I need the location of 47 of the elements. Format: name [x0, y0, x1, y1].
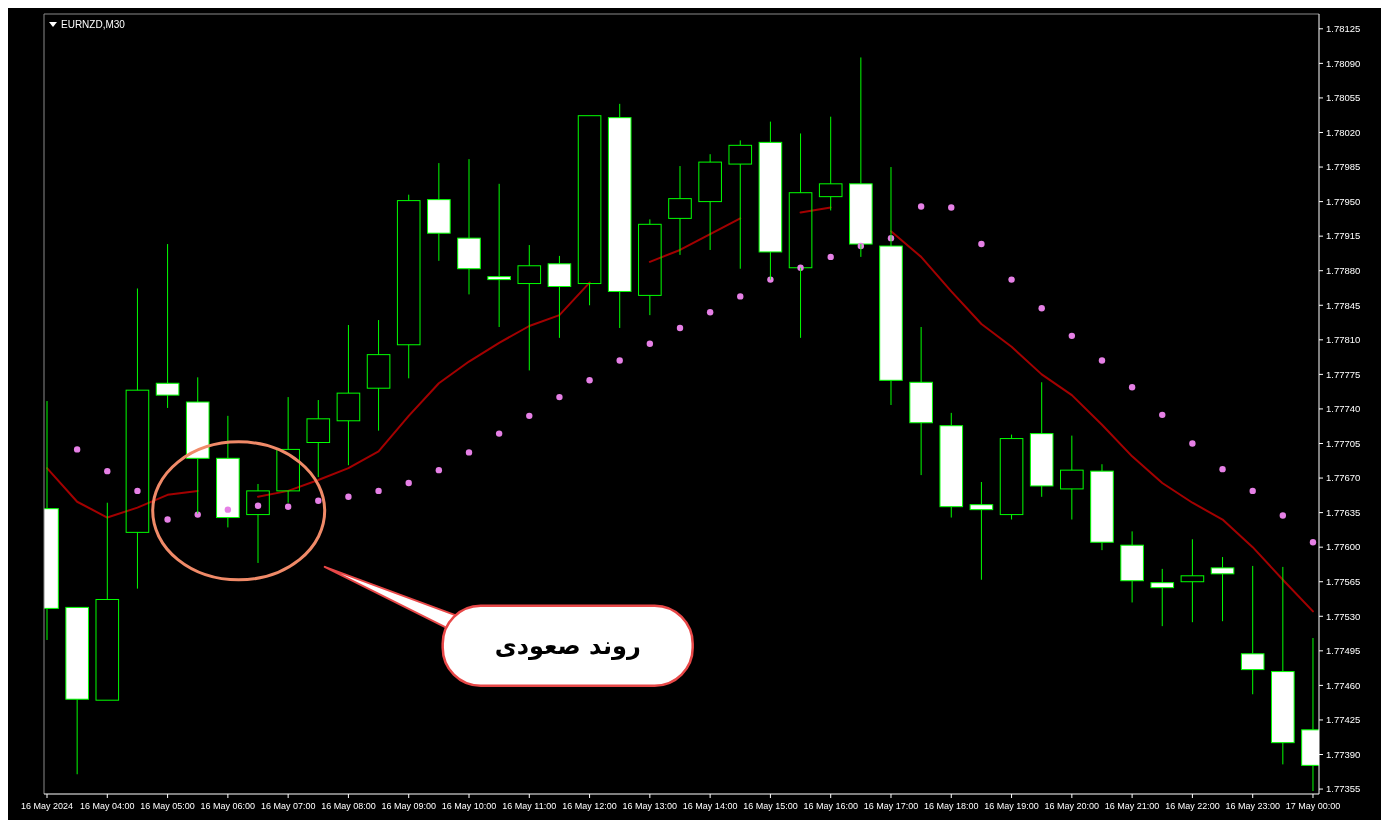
x-tick-label: 16 May 21:00	[1104, 801, 1160, 811]
x-tick-label: 16 May 22:00	[1165, 801, 1220, 811]
text: EURNZD,M30	[61, 19, 126, 30]
y-tick-label: 1.77810	[1326, 334, 1361, 346]
y-tick-label: 1.78090	[1326, 57, 1361, 69]
y-tick-label: 1.78055	[1326, 92, 1361, 104]
x-tick-label: 16 May 04:00	[80, 801, 135, 811]
y-tick-label: 1.77495	[1326, 645, 1361, 657]
y-tick-label: 1.77775	[1326, 368, 1361, 380]
x-tick-label: 16 May 19:00	[984, 801, 1039, 811]
x-tick-label: 16 May 16:00	[803, 801, 858, 811]
x-tick-label: 16 May 15:00	[743, 801, 798, 811]
y-tick-label: 1.77950	[1326, 195, 1361, 207]
y-tick-label: 1.77600	[1326, 541, 1361, 553]
y-tick-label: 1.77425	[1326, 714, 1361, 726]
y-tick-label: 1.77985	[1326, 161, 1361, 173]
y-tick-label: 1.77670	[1326, 472, 1361, 484]
y-tick-label: 1.77565	[1326, 576, 1361, 588]
x-tick-label: 16 May 23:00	[1225, 801, 1280, 811]
x-tick-label: 16 May 14:00	[682, 801, 738, 811]
x-tick-label: 16 May 09:00	[381, 801, 436, 811]
y-tick-label: 1.77390	[1326, 748, 1361, 760]
y-tick-label: 1.77460	[1326, 679, 1361, 691]
annotation: روند صعودی	[494, 631, 641, 660]
y-tick-label: 1.77845	[1326, 299, 1361, 311]
y-tick-label: 1.78020	[1326, 126, 1361, 138]
x-tick-label: 16 May 18:00	[924, 801, 979, 811]
x-tick-label: 16 May 08:00	[321, 801, 376, 811]
x-tick-label: 16 May 12:00	[562, 801, 617, 811]
x-tick-label: 16 May 11:00	[502, 801, 557, 811]
x-tick-label: 16 May 2024	[20, 801, 74, 811]
x-tick-label: 16 May 20:00	[1044, 801, 1100, 811]
x-tick-label: 16 May 07:00	[260, 801, 316, 811]
y-tick-label: 1.77740	[1326, 403, 1361, 415]
y-tick-label: 1.77355	[1326, 783, 1361, 795]
y-tick-label: 1.78125	[1326, 23, 1361, 35]
x-tick-label: 16 May 17:00	[863, 801, 919, 811]
x-tick-label: 16 May 10:00	[441, 801, 497, 811]
x-tick-label: 16 May 06:00	[200, 801, 256, 811]
x-tick-label: 16 May 13:00	[622, 801, 678, 811]
y-tick-label: 1.77635	[1326, 506, 1361, 518]
y-tick-label: 1.77880	[1326, 265, 1361, 277]
x-tick-label: 16 May 05:00	[140, 801, 195, 811]
y-tick-label: 1.77705	[1326, 437, 1361, 449]
y-tick-label: 1.77915	[1326, 230, 1361, 242]
y-tick-label: 1.77530	[1326, 610, 1361, 622]
x-tick-label: 17 May 00:00	[1285, 801, 1341, 811]
